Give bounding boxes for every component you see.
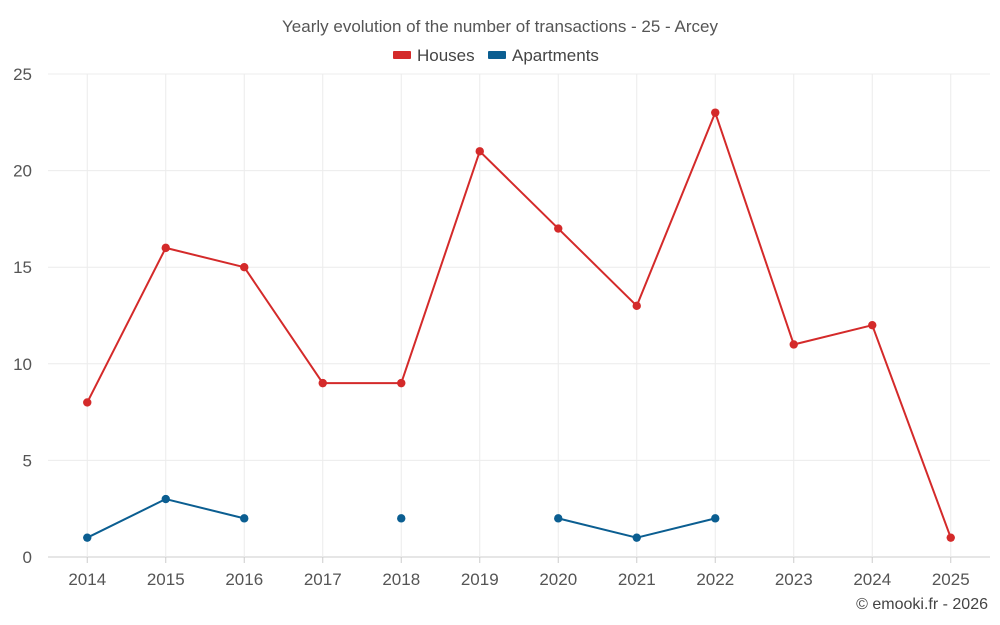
x-tick-label: 2018 [382,570,420,589]
x-tick-label: 2015 [147,570,185,589]
y-tick-label: 25 [13,65,32,84]
legend-label-apartments: Apartments [512,46,599,65]
series-line-houses [86,111,952,539]
point-apartments[interactable] [161,494,170,504]
point-houses[interactable] [632,301,641,311]
point-houses[interactable] [946,533,955,542]
x-tick-label: 2016 [225,570,263,589]
point-houses[interactable] [868,320,877,330]
y-tick-label: 10 [13,355,32,374]
point-houses[interactable] [397,378,406,388]
point-apartments[interactable] [397,514,406,523]
x-tick-label: 2021 [618,570,656,589]
credit-text: © emooki.fr - 2026 [856,596,988,613]
point-apartments[interactable] [632,533,641,542]
x-tick-label: 2017 [304,570,342,589]
legend-item-apartments[interactable]: Apartments [488,46,599,65]
grid-lines [48,73,990,558]
point-houses[interactable] [554,224,563,233]
x-tick-label: 2024 [853,570,891,589]
point-apartments[interactable] [83,533,92,542]
x-tick-label: 2019 [461,570,499,589]
point-apartments[interactable] [240,514,249,523]
chart-legend[interactable]: Houses Apartments [393,46,599,65]
point-houses[interactable] [711,108,720,117]
point-houses[interactable] [789,340,798,349]
chart-title: Yearly evolution of the number of transa… [282,17,718,36]
y-axis: 0 5 10 15 20 25 [13,65,32,567]
point-houses[interactable] [240,263,249,272]
x-tick-label: 2014 [68,570,106,589]
x-tick-label: 2025 [932,570,970,589]
point-apartments[interactable] [554,514,563,523]
y-tick-label: 0 [23,548,32,567]
point-houses[interactable] [161,243,170,253]
y-tick-label: 15 [13,258,32,277]
point-houses[interactable] [318,378,327,388]
y-tick-label: 5 [23,451,32,470]
series-apartments [83,494,720,542]
x-tick-label: 2022 [696,570,734,589]
x-tick-label: 2023 [775,570,813,589]
point-houses[interactable] [83,398,92,407]
x-axis: 2014 2015 2016 2017 2018 2019 2020 2021 2022 2023… [68,557,970,589]
legend-item-houses[interactable]: Houses [393,46,475,65]
x-tick-label: 2020 [539,570,577,589]
legend-swatch-houses [393,51,411,59]
legend-swatch-apartments [488,51,506,59]
point-houses[interactable] [475,147,484,156]
point-apartments[interactable] [711,514,720,523]
plot-area [83,108,955,542]
series-houses [83,108,955,542]
legend-label-houses: Houses [417,46,475,65]
y-tick-label: 20 [13,162,32,181]
